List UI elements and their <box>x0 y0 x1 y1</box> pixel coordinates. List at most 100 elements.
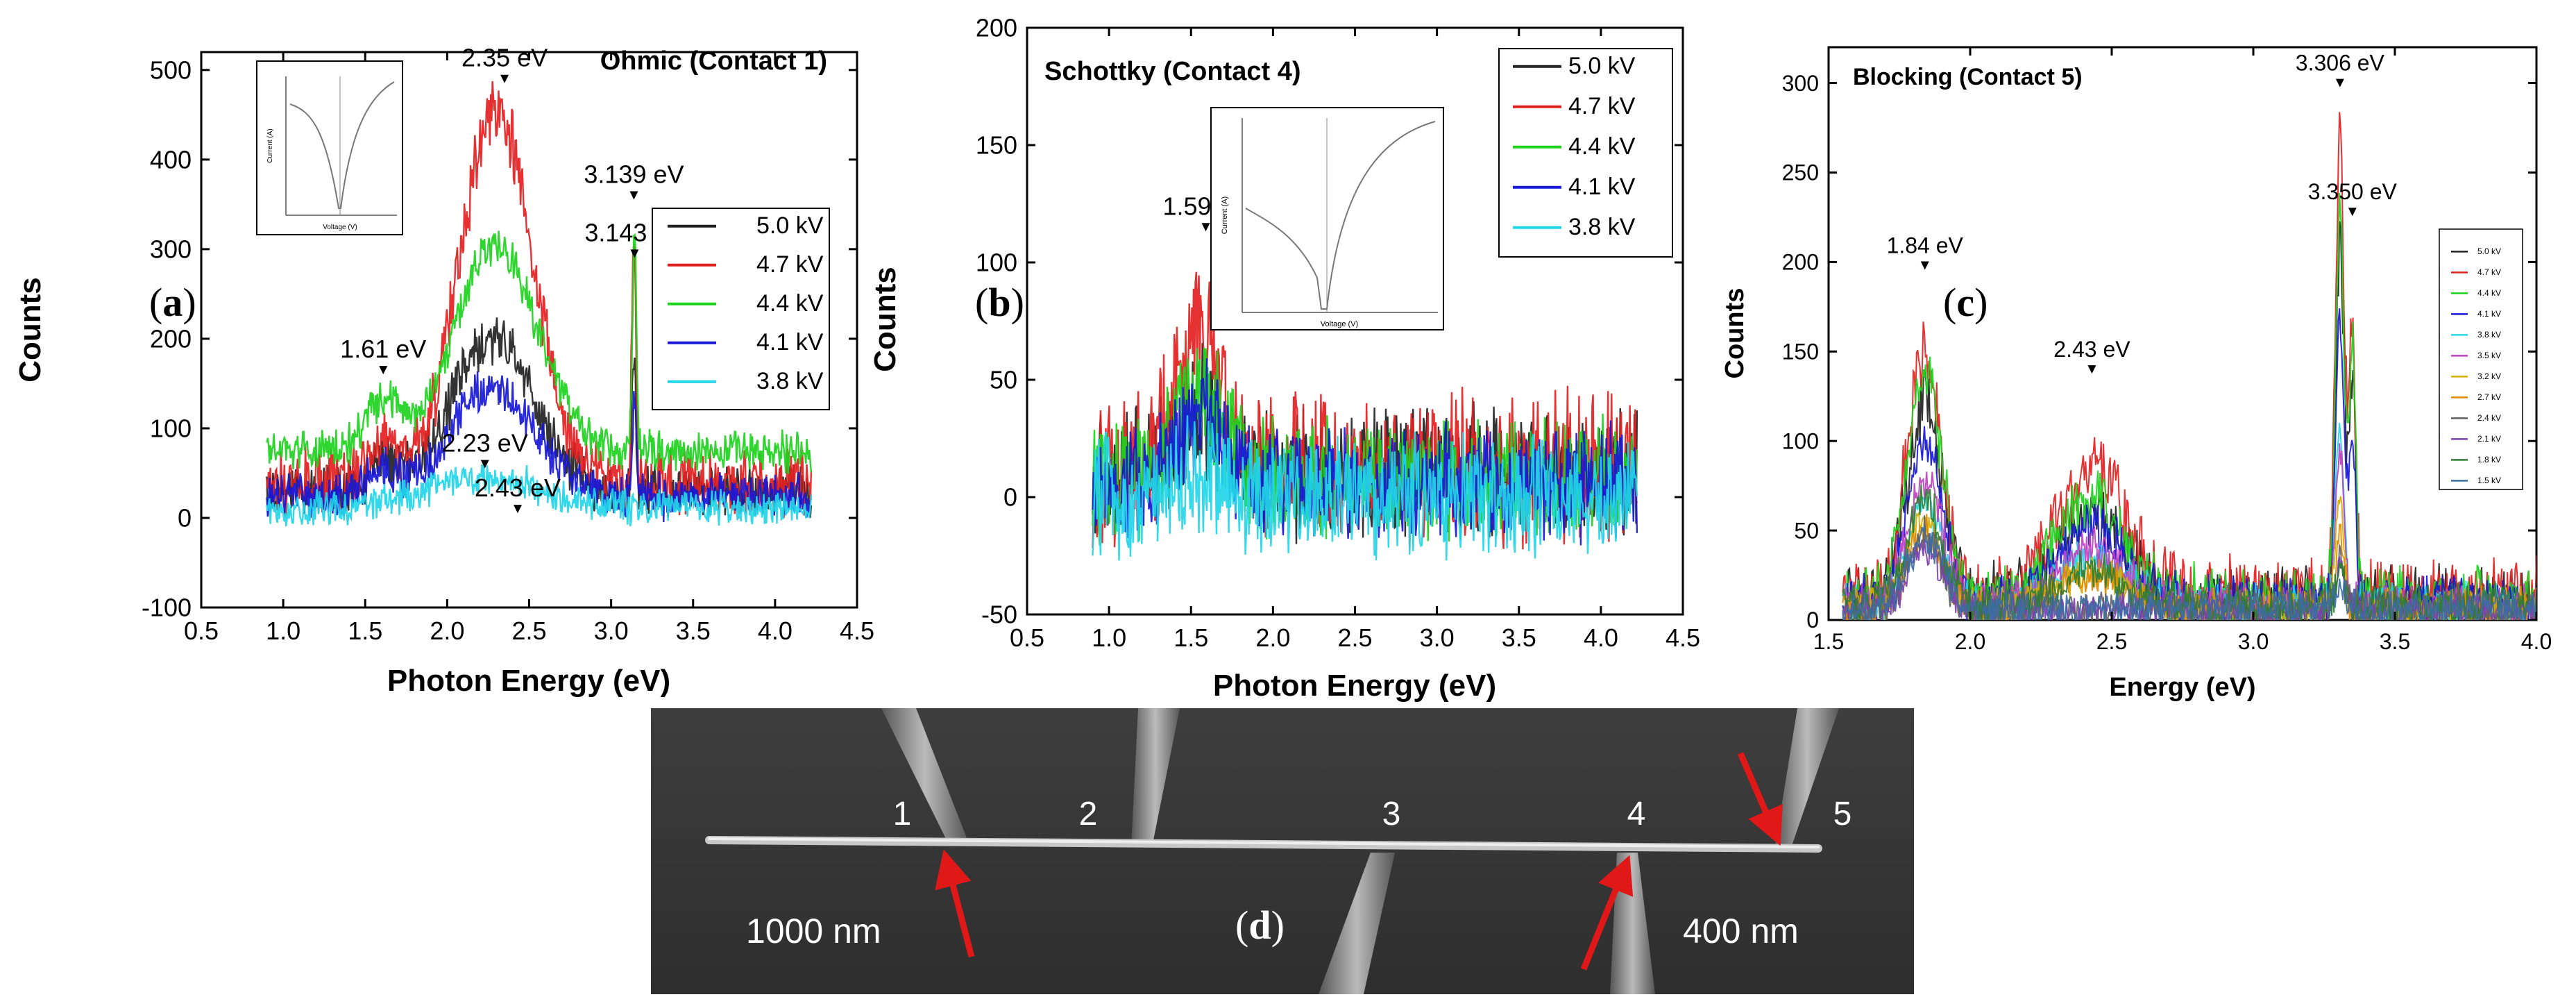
legend-label: 5.0 kV <box>2477 246 2501 256</box>
legend-label: 4.1 kV <box>2477 309 2501 319</box>
panel-c-xlabel: Energy (eV) <box>2109 673 2255 702</box>
panel-b-axes: 0.5 1.0 1.5 2.0 2.5 3.0 3.5 4.0 4.5 -50 0 50 100 150 2… <box>976 14 1700 652</box>
series-line <box>1842 526 2536 620</box>
probe-2 <box>1131 708 1180 847</box>
annotation-label: 1.84 eV <box>1887 233 1964 258</box>
x-tick-label: 2.5 <box>511 617 546 645</box>
panel-b-legend: 5.0 kV 4.7 kV 4.4 kV 4.1 kV 3.8 kV <box>1498 48 1673 258</box>
x-tick-label: 3.0 <box>594 617 629 645</box>
panel-d: 1 2 3 4 5 1000 nm 400 nm (d) <box>651 708 1914 994</box>
x-tick-label: 2.0 <box>1955 629 1985 654</box>
x-tick-label: 4.5 <box>840 617 874 645</box>
legend-label: 4.4 kV <box>2477 288 2501 298</box>
red-arrow-contact-1 <box>935 849 975 958</box>
panel-d-label: (d) <box>1235 903 1285 948</box>
annotation-label: 2.43 eV <box>2053 337 2130 362</box>
series-line <box>1842 485 2536 620</box>
y-tick-label: 50 <box>1794 518 1819 543</box>
annotation-label: 2.35 eV <box>461 44 548 72</box>
scale-label-left: 1000 nm <box>746 912 881 950</box>
x-tick-label: 1.5 <box>1173 623 1208 652</box>
legend-label: 5.0 kV <box>756 212 824 239</box>
red-arrow-contact-5 <box>1737 752 1783 846</box>
annotation-arrow <box>500 74 509 83</box>
annotation-arrow <box>629 191 638 200</box>
annotation-arrow <box>2087 365 2096 374</box>
y-tick-label: 100 <box>150 414 192 443</box>
panel-a-axes: 0.5 1.0 1.5 2.0 2.5 3.0 3.5 4.0 4.5 -100 0 100 200 30… <box>142 52 874 645</box>
y-tick-label: 100 <box>976 249 1017 277</box>
contact-label-5: 5 <box>1833 796 1852 832</box>
panel-a-xlabel: Photon Energy (eV) <box>387 664 670 698</box>
legend-label: 2.7 kV <box>2477 392 2501 402</box>
panel-a-inset: Voltage (V) Current (A) <box>256 60 403 235</box>
panel-a-data <box>266 81 813 527</box>
contact-label-2: 2 <box>1079 796 1098 832</box>
x-tick-label: 4.0 <box>2521 629 2552 654</box>
legend-label: 3.8 kV <box>1568 214 1636 240</box>
x-tick-label: 2.0 <box>1255 623 1290 652</box>
x-tick-label: 2.0 <box>430 617 464 645</box>
series-line <box>1092 415 1638 561</box>
x-tick-label: 1.5 <box>348 617 382 645</box>
y-tick-label: 200 <box>1782 250 1819 275</box>
probe-1 <box>881 708 968 841</box>
y-tick-label: -50 <box>981 601 1017 629</box>
contact-label-1: 1 <box>893 796 912 832</box>
panel-c: 1.5 2.0 2.5 3.0 3.5 4.0 0 50 100 150 200 250 300 3.3… <box>1720 46 2552 702</box>
scale-label-right: 400 nm <box>1683 912 1799 950</box>
annotation-label: 2.23 eV <box>442 429 528 458</box>
legend-label: 2.4 kV <box>2477 413 2501 423</box>
panel-a-legend: 5.0 kV 4.7 kV 4.4 kV 4.1 kV 3.8 kV <box>652 208 830 410</box>
x-tick-label: 1.0 <box>1092 623 1126 652</box>
panel-a-label: (a) <box>149 280 196 325</box>
panel-b-data <box>1092 271 1638 561</box>
panel-c-ylabel: Counts <box>1720 288 1749 379</box>
legend-label: 1.8 kV <box>2477 455 2501 464</box>
panel-b-title: Schottky (Contact 4) <box>1044 57 1300 86</box>
annotation-arrow <box>379 366 388 375</box>
x-tick-label: 0.5 <box>184 617 219 645</box>
panel-a-inset-xlabel: Voltage (V) <box>323 224 357 231</box>
panel-b-inset-ylabel: Current (A) <box>1221 196 1229 234</box>
annotation-arrow <box>1201 223 1210 232</box>
contact-labels: 1 2 3 4 5 <box>893 796 1852 832</box>
panel-b: 0.5 1.0 1.5 2.0 2.5 3.0 3.5 4.0 4.5 -50 0 50 100 150 2… <box>868 14 1700 703</box>
legend-label: 4.7 kV <box>1568 93 1636 119</box>
x-tick-label: 2.5 <box>1337 623 1372 652</box>
probe-5 <box>1775 708 1839 846</box>
annotation-label: 2.43 eV <box>475 474 561 502</box>
panel-a-title: Ohmic (Contact 1) <box>600 47 827 76</box>
panel-b-ylabel: Counts <box>868 267 902 372</box>
contact-label-3: 3 <box>1382 796 1401 832</box>
legend-label: 4.4 kV <box>1568 133 1636 160</box>
y-tick-label: 300 <box>150 235 192 263</box>
panel-c-legend: 5.0 kV 4.7 kV 4.4 kV 4.1 kV 3.8 kV 3.5 kV 3.2 … <box>2439 228 2523 490</box>
panel-b-xlabel: Photon Energy (eV) <box>1213 669 1496 703</box>
contact-label-4: 4 <box>1627 796 1646 832</box>
y-tick-label: -100 <box>142 594 192 622</box>
x-tick-label: 3.0 <box>2238 629 2269 654</box>
y-tick-label: 400 <box>150 145 192 174</box>
legend-label: 5.0 kV <box>1568 53 1636 79</box>
legend-label: 4.7 kV <box>2477 267 2501 277</box>
panel-c-title: Blocking (Contact 5) <box>1853 64 2083 90</box>
x-tick-label: 3.5 <box>2380 629 2410 654</box>
panel-a-inset-ylabel: Current (A) <box>266 128 274 162</box>
y-tick-label: 0 <box>1003 483 1017 512</box>
x-tick-label: 4.5 <box>1666 623 1700 652</box>
y-tick-label: 250 <box>1782 160 1819 185</box>
x-tick-label: 3.5 <box>676 617 711 645</box>
y-tick-label: 150 <box>1782 339 1819 364</box>
annotation-arrow <box>1920 261 1929 270</box>
panel-c-annotations: 3.306 eV 3.350 eV 1.84 eV 2.43 eV <box>1887 51 2398 374</box>
legend-label: 1.5 kV <box>2477 476 2501 485</box>
annotation-arrow <box>513 505 522 514</box>
panel-b-inset-xlabel: Voltage (V) <box>1321 320 1358 328</box>
y-tick-label: 0 <box>1806 608 1819 632</box>
legend-label: 4.4 kV <box>756 290 824 317</box>
y-tick-label: 50 <box>990 366 1017 394</box>
legend-label: 4.1 kV <box>1568 174 1636 200</box>
red-arrows <box>935 752 1783 971</box>
